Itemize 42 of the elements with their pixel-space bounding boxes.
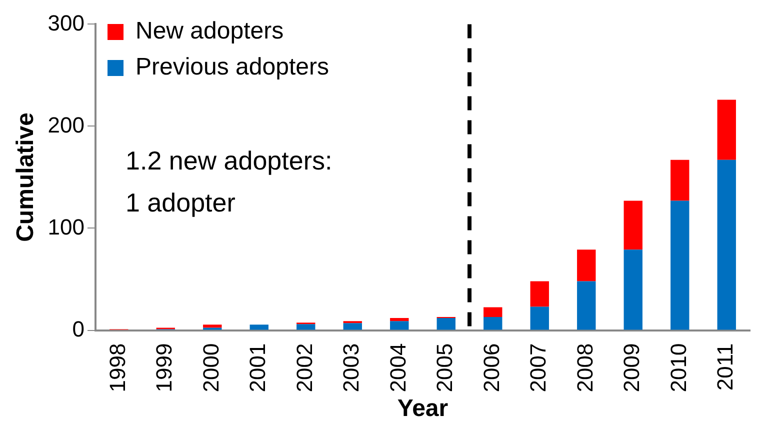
bar	[624, 250, 642, 330]
bar	[670, 200, 690, 330]
x-tick-label: 2003	[338, 343, 364, 392]
bar	[343, 323, 362, 330]
x-tick-label: 1999	[152, 343, 177, 392]
bar	[717, 160, 736, 330]
bar	[624, 200, 642, 250]
bar	[390, 321, 409, 330]
x-tick-label: 2004	[385, 343, 410, 392]
bar	[436, 318, 456, 330]
x-tick-label: 2002	[292, 343, 317, 392]
x-tick-label: 1998	[104, 343, 130, 392]
legend-label: Previous adopters	[136, 54, 329, 81]
bar	[203, 324, 222, 328]
x-tick-label: 2009	[619, 343, 644, 392]
x-tick-label: 2000	[198, 343, 224, 392]
bar	[670, 160, 690, 201]
y-tick-label: 100	[48, 214, 85, 240]
annotation: 1.2 new adopters: 1 adopter	[126, 145, 332, 218]
bar	[577, 250, 596, 282]
bar	[390, 318, 409, 322]
x-tick-label: 2001	[245, 343, 270, 392]
bar	[484, 316, 502, 330]
x-tick-label: 2007	[526, 343, 551, 392]
x-tick-label: 2005	[432, 343, 458, 392]
x-tick-label: 2010	[666, 343, 691, 392]
bar	[250, 324, 268, 330]
x-tick-label: 2006	[478, 343, 504, 392]
bar	[530, 281, 549, 307]
bar	[577, 281, 596, 330]
bar	[530, 306, 549, 330]
y-tick-label: 0	[72, 316, 85, 342]
x-axis-title: Year	[397, 395, 448, 422]
y-tick-label: 300	[48, 10, 85, 36]
bar	[296, 324, 316, 330]
bar	[484, 307, 502, 317]
y-tick-label: 200	[48, 112, 85, 138]
x-tick-label: 2011	[712, 343, 738, 391]
x-tick-label: 2008	[572, 343, 598, 392]
legend-label: New adopters	[136, 18, 284, 45]
bar	[717, 100, 736, 160]
y-axis-title: Cumulative	[12, 112, 40, 242]
